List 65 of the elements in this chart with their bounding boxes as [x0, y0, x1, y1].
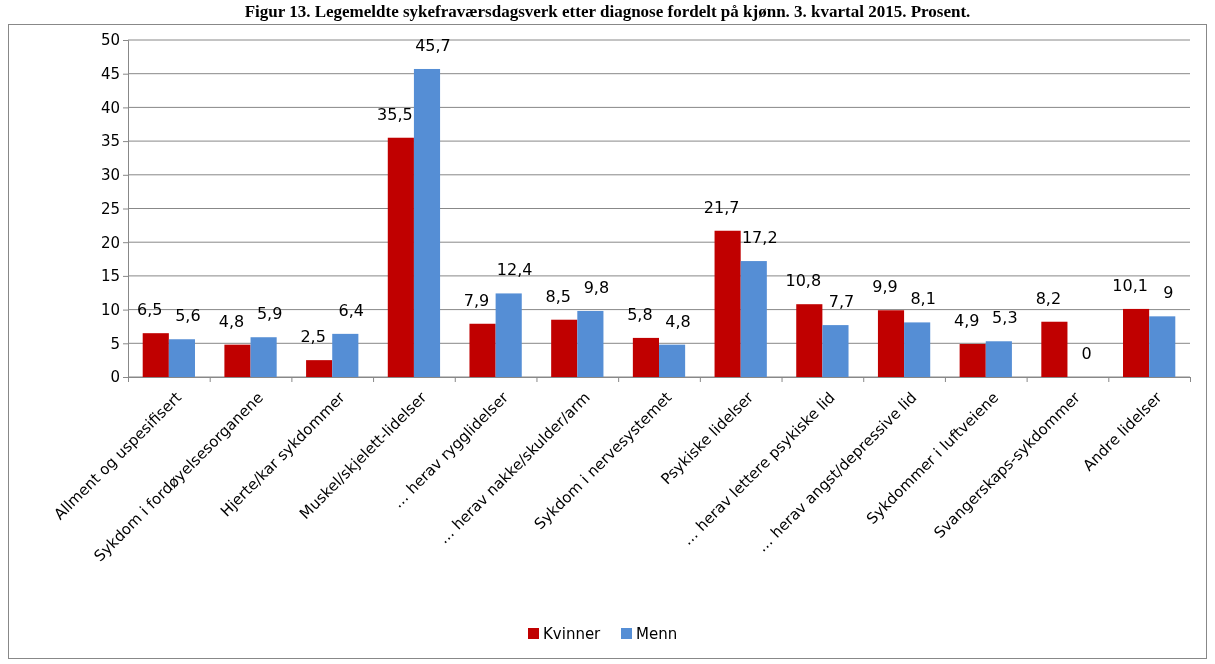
bar — [250, 337, 277, 377]
data-label: 10,8 — [785, 271, 822, 291]
data-label: 4,8 — [218, 311, 245, 331]
bar — [168, 339, 195, 377]
data-label: 35,5 — [377, 104, 413, 124]
data-label: 9,8 — [583, 277, 610, 297]
data-label: 7,9 — [463, 290, 490, 310]
y-tick-label: 35 — [100, 132, 120, 151]
bar — [332, 333, 359, 377]
bar — [985, 341, 1012, 377]
bar — [632, 337, 659, 377]
y-tick-label: 40 — [100, 98, 120, 117]
bar — [577, 310, 604, 377]
data-label: 5,6 — [175, 306, 201, 326]
y-tick-label: 45 — [100, 65, 120, 83]
data-label: 9,9 — [872, 277, 898, 297]
data-label: 5,8 — [627, 304, 653, 324]
bar — [822, 325, 849, 377]
bar — [551, 319, 578, 377]
data-label: 12,4 — [496, 260, 533, 280]
bar — [959, 343, 986, 377]
bar — [1123, 308, 1150, 377]
bar — [877, 310, 905, 377]
data-label: 10,1 — [1112, 275, 1148, 295]
bar — [796, 304, 823, 377]
data-label: 9 — [1163, 283, 1174, 303]
data-label: 4,9 — [953, 310, 980, 330]
bar — [469, 323, 496, 377]
y-tick-label: 30 — [100, 166, 120, 185]
bar — [495, 293, 522, 377]
bar — [413, 68, 441, 377]
bar — [714, 230, 741, 377]
chart-title: Figur 13. Legemeldte sykefraværsdagsverk etter diagnose fordelt på kjønn. 3. kvartal 2015. Prosent. — [244, 2, 971, 21]
data-label: 0 — [1081, 344, 1092, 363]
data-label: 4,8 — [665, 311, 691, 331]
bar — [740, 261, 767, 377]
bar — [306, 360, 333, 377]
data-label: 5,3 — [992, 308, 1018, 328]
y-tick-label: 25 — [100, 199, 120, 218]
y-tick-label: 50 — [100, 31, 120, 50]
bar — [904, 322, 931, 377]
data-label: 5,9 — [256, 304, 283, 324]
data-label: 6,5 — [137, 300, 163, 320]
data-label: 2,5 — [300, 327, 326, 347]
bar — [1149, 316, 1176, 377]
data-label: 17,2 — [741, 228, 778, 248]
y-tick-label: 5 — [110, 334, 120, 353]
y-tick-label: 15 — [100, 267, 120, 286]
data-label: 8,2 — [1035, 288, 1062, 308]
y-tick-label: 10 — [100, 300, 120, 319]
bar — [142, 333, 169, 377]
data-label: 8,1 — [910, 289, 936, 309]
bar — [1041, 321, 1068, 377]
data-label: 7,7 — [828, 292, 855, 312]
legend-label: Menn — [636, 625, 678, 644]
y-tick-label: 20 — [100, 233, 120, 252]
bar — [224, 344, 251, 377]
bar — [387, 137, 414, 377]
legend-label: Kvinner — [543, 625, 602, 644]
y-tick-label: 0 — [110, 368, 120, 387]
bar — [659, 344, 686, 377]
data-label: 8,5 — [545, 286, 571, 306]
data-label: 6,4 — [338, 300, 365, 320]
data-label: 45,7 — [415, 35, 451, 55]
data-label: 21,7 — [703, 197, 740, 217]
